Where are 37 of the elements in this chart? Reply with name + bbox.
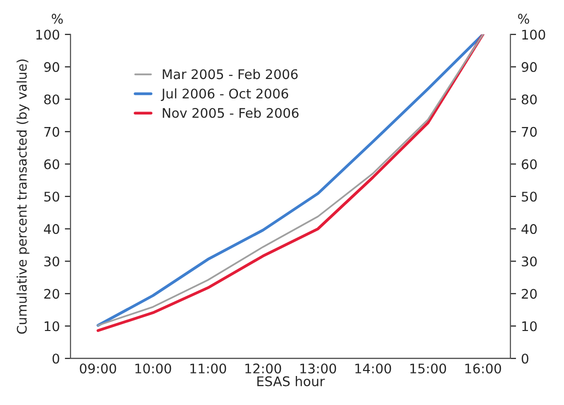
- y2-tick-label: 50: [522, 192, 537, 202]
- x-tick-label: 13:00: [300, 364, 336, 374]
- x-tick-label: 14:00: [355, 364, 392, 374]
- legend-label: Nov 2005 - Feb 2006: [162, 108, 299, 118]
- y-tick-label: 80: [44, 94, 60, 104]
- x-axis-title: ESAS hour: [257, 376, 325, 386]
- x-tick-label: 12:00: [245, 364, 282, 374]
- y-tick-label: 60: [44, 159, 60, 170]
- text: %: [52, 14, 63, 24]
- y2-tick-label: 40: [521, 224, 537, 234]
- y2-tick-label: 10: [522, 321, 537, 332]
- y2-tick-label: 70: [522, 126, 537, 137]
- y-tick-label: 30: [44, 256, 60, 266]
- text: %: [518, 14, 530, 24]
- legend-label: Mar 2005 - Feb 2006: [162, 68, 298, 80]
- y2-tick-label: 0: [522, 354, 528, 364]
- legend-label: Jul 2006 - Oct 2006: [160, 88, 288, 102]
- y-tick-label: 100: [36, 30, 60, 40]
- y-tick-label: 70: [44, 126, 60, 137]
- y2-tick-label: 100: [522, 30, 546, 40]
- x-tick-label: 09:00: [80, 364, 116, 374]
- x-tick-label: 11:00: [190, 364, 226, 374]
- y2-tick-label: 90: [522, 62, 537, 72]
- y2-tick-label: 30: [522, 256, 537, 266]
- y-tick-label: 50: [44, 192, 60, 202]
- y-tick-label: 20: [44, 288, 60, 299]
- y2-tick-label: 20: [522, 288, 537, 299]
- y-axis-title: Cumulative percent transacted (by value): [16, 60, 30, 334]
- y-tick-label: 90: [44, 62, 60, 72]
- y2-tick-label: 60: [522, 159, 537, 170]
- y-tick-label: 40: [44, 224, 60, 234]
- y2-tick-label: 80: [522, 94, 537, 104]
- y-tick-label: 10: [44, 321, 60, 332]
- x-tick-label: 10:00: [135, 364, 172, 374]
- x-tick-label: 16:00: [465, 364, 502, 374]
- x-tick-label: 15:00: [410, 364, 446, 374]
- y-tick-label: 0: [52, 354, 60, 364]
